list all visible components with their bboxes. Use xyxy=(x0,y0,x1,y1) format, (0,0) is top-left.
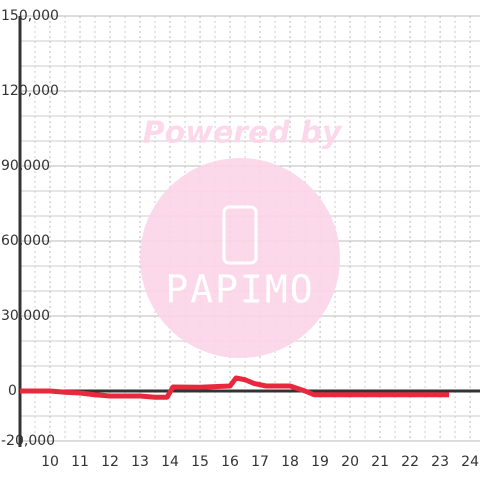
x-tick-label: 24 xyxy=(461,454,479,470)
watermark: Powered by PAPIMO xyxy=(140,116,343,358)
y-tick-label: -20,000 xyxy=(1,433,55,449)
y-tick-label: 60,000 xyxy=(1,233,50,249)
watermark-logo: PAPIMO xyxy=(165,268,314,312)
x-tick-label: 23 xyxy=(431,454,449,470)
series-line xyxy=(20,375,450,400)
x-tick-label: 10 xyxy=(41,454,59,470)
x-tick-label: 22 xyxy=(401,454,419,470)
x-tick-label: 21 xyxy=(371,454,389,470)
x-tick-label: 15 xyxy=(191,454,209,470)
x-tick-label: 14 xyxy=(161,454,179,470)
x-tick-label: 13 xyxy=(131,454,149,470)
y-tick-label: 120,000 xyxy=(1,83,59,99)
watermark-icon xyxy=(222,205,258,265)
x-tick-label: 20 xyxy=(341,454,359,470)
x-tick-label: 19 xyxy=(311,454,329,470)
x-tick-label: 12 xyxy=(101,454,119,470)
y-tick-label: 150,000 xyxy=(1,8,59,24)
x-tick-label: 17 xyxy=(251,454,269,470)
x-tick-label: 16 xyxy=(221,454,239,470)
watermark-title: Powered by xyxy=(143,116,343,151)
x-tick-label: 18 xyxy=(281,454,299,470)
x-tick-label: 11 xyxy=(71,454,89,470)
y-tick-label: 90,000 xyxy=(1,158,50,174)
y-tick-label: 30,000 xyxy=(1,308,50,324)
watermark-circle xyxy=(140,158,340,358)
y-tick-label: 0 xyxy=(8,383,17,399)
